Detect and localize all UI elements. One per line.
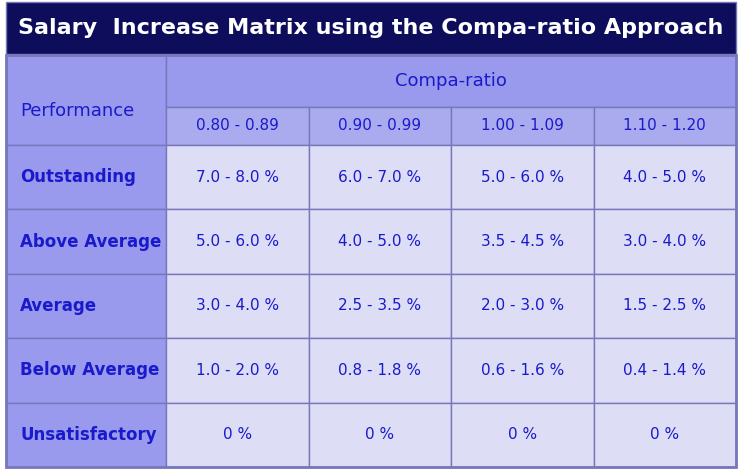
Text: 6.0 - 7.0 %: 6.0 - 7.0 % xyxy=(338,170,421,184)
Bar xyxy=(6,2,736,54)
Text: Outstanding: Outstanding xyxy=(20,168,136,186)
Bar xyxy=(166,145,309,210)
Text: 4.0 - 5.0 %: 4.0 - 5.0 % xyxy=(338,234,421,249)
Text: 2.5 - 3.5 %: 2.5 - 3.5 % xyxy=(338,298,421,314)
Bar xyxy=(6,403,166,467)
Text: 0.90 - 0.99: 0.90 - 0.99 xyxy=(338,119,421,133)
Bar xyxy=(309,107,451,145)
Bar xyxy=(451,145,594,210)
Text: Performance: Performance xyxy=(20,102,134,120)
Bar xyxy=(451,107,594,145)
Bar xyxy=(6,210,166,274)
Text: 1.10 - 1.20: 1.10 - 1.20 xyxy=(623,119,706,133)
Bar xyxy=(6,55,166,145)
Text: 4.0 - 5.0 %: 4.0 - 5.0 % xyxy=(623,170,706,184)
Text: 0 %: 0 % xyxy=(365,427,394,442)
Bar xyxy=(309,145,451,210)
Text: 1.5 - 2.5 %: 1.5 - 2.5 % xyxy=(623,298,706,314)
Bar xyxy=(166,210,309,274)
Text: 3.5 - 4.5 %: 3.5 - 4.5 % xyxy=(481,234,564,249)
Bar xyxy=(309,403,451,467)
Text: 0.6 - 1.6 %: 0.6 - 1.6 % xyxy=(481,363,564,378)
Bar xyxy=(6,274,166,338)
Text: 1.0 - 2.0 %: 1.0 - 2.0 % xyxy=(196,363,279,378)
Bar xyxy=(451,338,594,403)
Bar xyxy=(451,403,594,467)
Bar xyxy=(166,403,309,467)
Bar xyxy=(594,338,736,403)
Text: Salary  Increase Matrix using the Compa-ratio Approach: Salary Increase Matrix using the Compa-r… xyxy=(19,18,723,38)
Text: 3.0 - 4.0 %: 3.0 - 4.0 % xyxy=(623,234,706,249)
Text: Below Average: Below Average xyxy=(20,361,160,379)
Bar xyxy=(309,338,451,403)
Text: 1.00 - 1.09: 1.00 - 1.09 xyxy=(481,119,564,133)
Text: 0 %: 0 % xyxy=(650,427,680,442)
Text: Average: Average xyxy=(20,297,97,315)
Text: 0.80 - 0.89: 0.80 - 0.89 xyxy=(196,119,279,133)
Bar xyxy=(166,274,309,338)
Bar xyxy=(594,145,736,210)
Bar xyxy=(594,274,736,338)
Bar xyxy=(309,210,451,274)
Text: 7.0 - 8.0 %: 7.0 - 8.0 % xyxy=(196,170,279,184)
Bar xyxy=(594,107,736,145)
Bar xyxy=(309,274,451,338)
Bar xyxy=(594,210,736,274)
Text: 0 %: 0 % xyxy=(508,427,536,442)
Text: Compa-ratio: Compa-ratio xyxy=(395,72,507,90)
Text: 5.0 - 6.0 %: 5.0 - 6.0 % xyxy=(196,234,279,249)
Text: Above Average: Above Average xyxy=(20,233,161,251)
Bar xyxy=(451,210,594,274)
Text: 5.0 - 6.0 %: 5.0 - 6.0 % xyxy=(481,170,564,184)
Bar xyxy=(594,403,736,467)
Bar xyxy=(166,55,736,107)
Bar xyxy=(451,274,594,338)
Text: 2.0 - 3.0 %: 2.0 - 3.0 % xyxy=(481,298,564,314)
Text: 0.8 - 1.8 %: 0.8 - 1.8 % xyxy=(338,363,421,378)
Bar xyxy=(166,107,309,145)
Text: 3.0 - 4.0 %: 3.0 - 4.0 % xyxy=(196,298,279,314)
Bar xyxy=(6,55,736,467)
Text: Unsatisfactory: Unsatisfactory xyxy=(20,426,157,444)
Bar xyxy=(6,145,166,210)
Bar xyxy=(166,338,309,403)
Text: 0 %: 0 % xyxy=(223,427,252,442)
Bar xyxy=(6,338,166,403)
Text: 0.4 - 1.4 %: 0.4 - 1.4 % xyxy=(623,363,706,378)
